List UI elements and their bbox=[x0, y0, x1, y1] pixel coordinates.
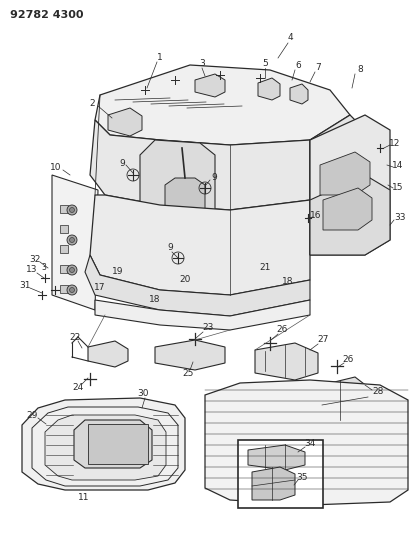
Text: 24: 24 bbox=[73, 384, 84, 392]
Polygon shape bbox=[320, 152, 370, 195]
Text: 9: 9 bbox=[167, 244, 173, 253]
Polygon shape bbox=[22, 398, 185, 490]
Polygon shape bbox=[60, 245, 68, 253]
Text: 3: 3 bbox=[42, 263, 47, 272]
Text: 1: 1 bbox=[157, 53, 163, 62]
Text: 23: 23 bbox=[202, 324, 214, 333]
Text: 20: 20 bbox=[179, 276, 191, 285]
Polygon shape bbox=[74, 420, 152, 468]
Polygon shape bbox=[95, 65, 350, 145]
Polygon shape bbox=[90, 120, 310, 210]
Polygon shape bbox=[155, 340, 225, 370]
Text: 29: 29 bbox=[26, 410, 37, 419]
Text: 13: 13 bbox=[26, 265, 38, 274]
Polygon shape bbox=[88, 341, 128, 367]
Polygon shape bbox=[195, 74, 225, 97]
Polygon shape bbox=[45, 415, 166, 480]
Polygon shape bbox=[255, 343, 318, 380]
Text: 33: 33 bbox=[394, 214, 406, 222]
Text: 12: 12 bbox=[389, 139, 401, 148]
Polygon shape bbox=[323, 188, 372, 230]
Text: 25: 25 bbox=[183, 369, 194, 378]
Circle shape bbox=[70, 207, 75, 213]
Text: 30: 30 bbox=[137, 389, 149, 398]
Text: 9: 9 bbox=[119, 158, 125, 167]
Polygon shape bbox=[248, 445, 305, 470]
Text: 28: 28 bbox=[372, 387, 384, 397]
Text: 4: 4 bbox=[287, 34, 293, 43]
Text: 35: 35 bbox=[296, 473, 308, 482]
Polygon shape bbox=[52, 175, 98, 310]
Circle shape bbox=[170, 350, 180, 360]
Text: 31: 31 bbox=[19, 280, 31, 289]
Text: 14: 14 bbox=[392, 160, 404, 169]
Text: 8: 8 bbox=[357, 66, 363, 75]
Polygon shape bbox=[60, 225, 68, 233]
Text: 11: 11 bbox=[78, 492, 90, 502]
Polygon shape bbox=[252, 467, 295, 500]
Polygon shape bbox=[310, 115, 365, 200]
Text: 5: 5 bbox=[262, 60, 268, 69]
Circle shape bbox=[67, 205, 77, 215]
Text: 3: 3 bbox=[199, 60, 205, 69]
Polygon shape bbox=[205, 380, 408, 505]
Text: 26: 26 bbox=[276, 326, 288, 335]
Text: 16: 16 bbox=[310, 211, 322, 220]
Polygon shape bbox=[95, 300, 310, 330]
Circle shape bbox=[70, 287, 75, 293]
Text: 27: 27 bbox=[317, 335, 329, 344]
Polygon shape bbox=[165, 178, 205, 222]
Text: 92782 4300: 92782 4300 bbox=[10, 10, 84, 20]
Polygon shape bbox=[140, 140, 215, 250]
Circle shape bbox=[67, 235, 77, 245]
Circle shape bbox=[205, 350, 215, 360]
Polygon shape bbox=[90, 195, 310, 295]
Polygon shape bbox=[310, 115, 390, 255]
Polygon shape bbox=[85, 255, 310, 316]
Text: 7: 7 bbox=[315, 63, 321, 72]
Polygon shape bbox=[322, 377, 368, 423]
Polygon shape bbox=[60, 205, 68, 213]
Polygon shape bbox=[108, 108, 142, 136]
Polygon shape bbox=[310, 175, 390, 255]
Polygon shape bbox=[60, 285, 68, 293]
Text: 21: 21 bbox=[259, 263, 271, 272]
Polygon shape bbox=[290, 84, 308, 104]
Text: 34: 34 bbox=[304, 439, 316, 448]
Text: 17: 17 bbox=[94, 284, 106, 293]
Text: 22: 22 bbox=[69, 333, 81, 342]
Bar bbox=[238, 440, 323, 508]
Text: 15: 15 bbox=[392, 183, 404, 192]
Text: 18: 18 bbox=[149, 295, 161, 304]
Text: 18: 18 bbox=[282, 278, 294, 287]
Text: 10: 10 bbox=[50, 164, 62, 173]
Circle shape bbox=[67, 265, 77, 275]
Text: 9: 9 bbox=[211, 174, 217, 182]
Circle shape bbox=[70, 268, 75, 272]
Bar bbox=[88, 424, 148, 464]
Text: 32: 32 bbox=[29, 255, 41, 264]
Polygon shape bbox=[258, 78, 280, 100]
Polygon shape bbox=[60, 265, 68, 273]
Text: 6: 6 bbox=[295, 61, 301, 70]
Text: 2: 2 bbox=[89, 99, 95, 108]
Circle shape bbox=[70, 238, 75, 243]
Text: 26: 26 bbox=[342, 356, 353, 365]
Text: 19: 19 bbox=[112, 268, 124, 277]
Circle shape bbox=[102, 349, 114, 361]
Circle shape bbox=[67, 285, 77, 295]
